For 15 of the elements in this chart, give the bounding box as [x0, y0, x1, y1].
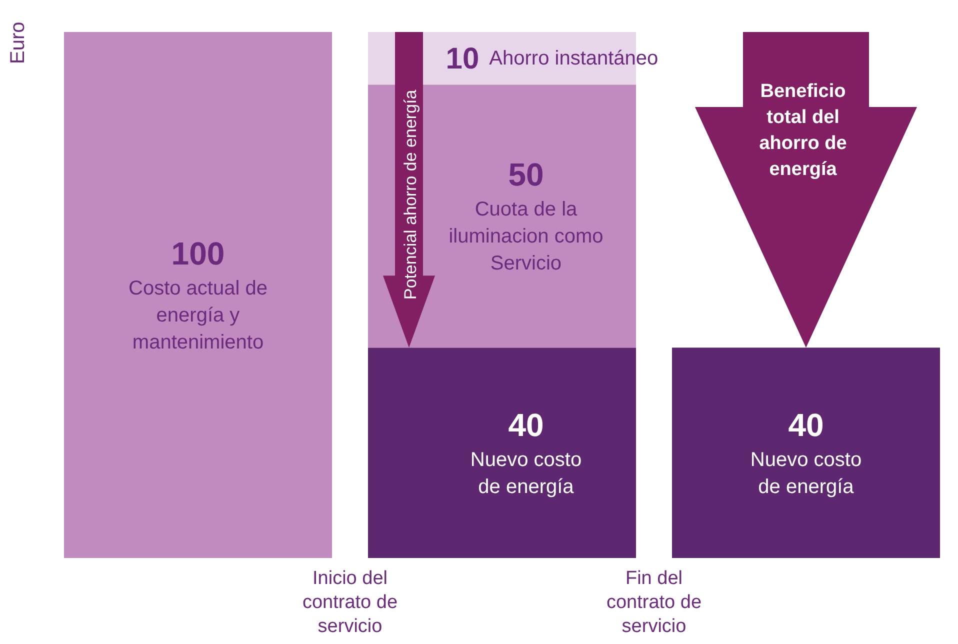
text: Nuevo costo de energía: [750, 448, 862, 498]
text: Fin del contrato de servicio: [606, 568, 702, 637]
data-label: 100: [171, 236, 225, 272]
annotation: Potencial ahorro de energía: [401, 89, 420, 300]
data-label: 40: [508, 406, 544, 443]
series-label: Ahorro instantáneo: [489, 47, 658, 70]
data-label: 50: [508, 156, 544, 193]
series-label: Cuota de la iluminacion como Servicio: [448, 198, 604, 275]
annotation: Beneficio total del ahorro de energía: [759, 81, 847, 180]
series-label: Nuevo costo de energía: [470, 448, 582, 498]
y-axis-title: Euro: [7, 22, 29, 64]
data-label: 10: [446, 42, 480, 75]
text: Inicio del contrato de servicio: [302, 568, 398, 637]
data-label: 40: [788, 406, 824, 443]
series-label: Costo actual de energía y mantenimiento: [128, 278, 268, 354]
